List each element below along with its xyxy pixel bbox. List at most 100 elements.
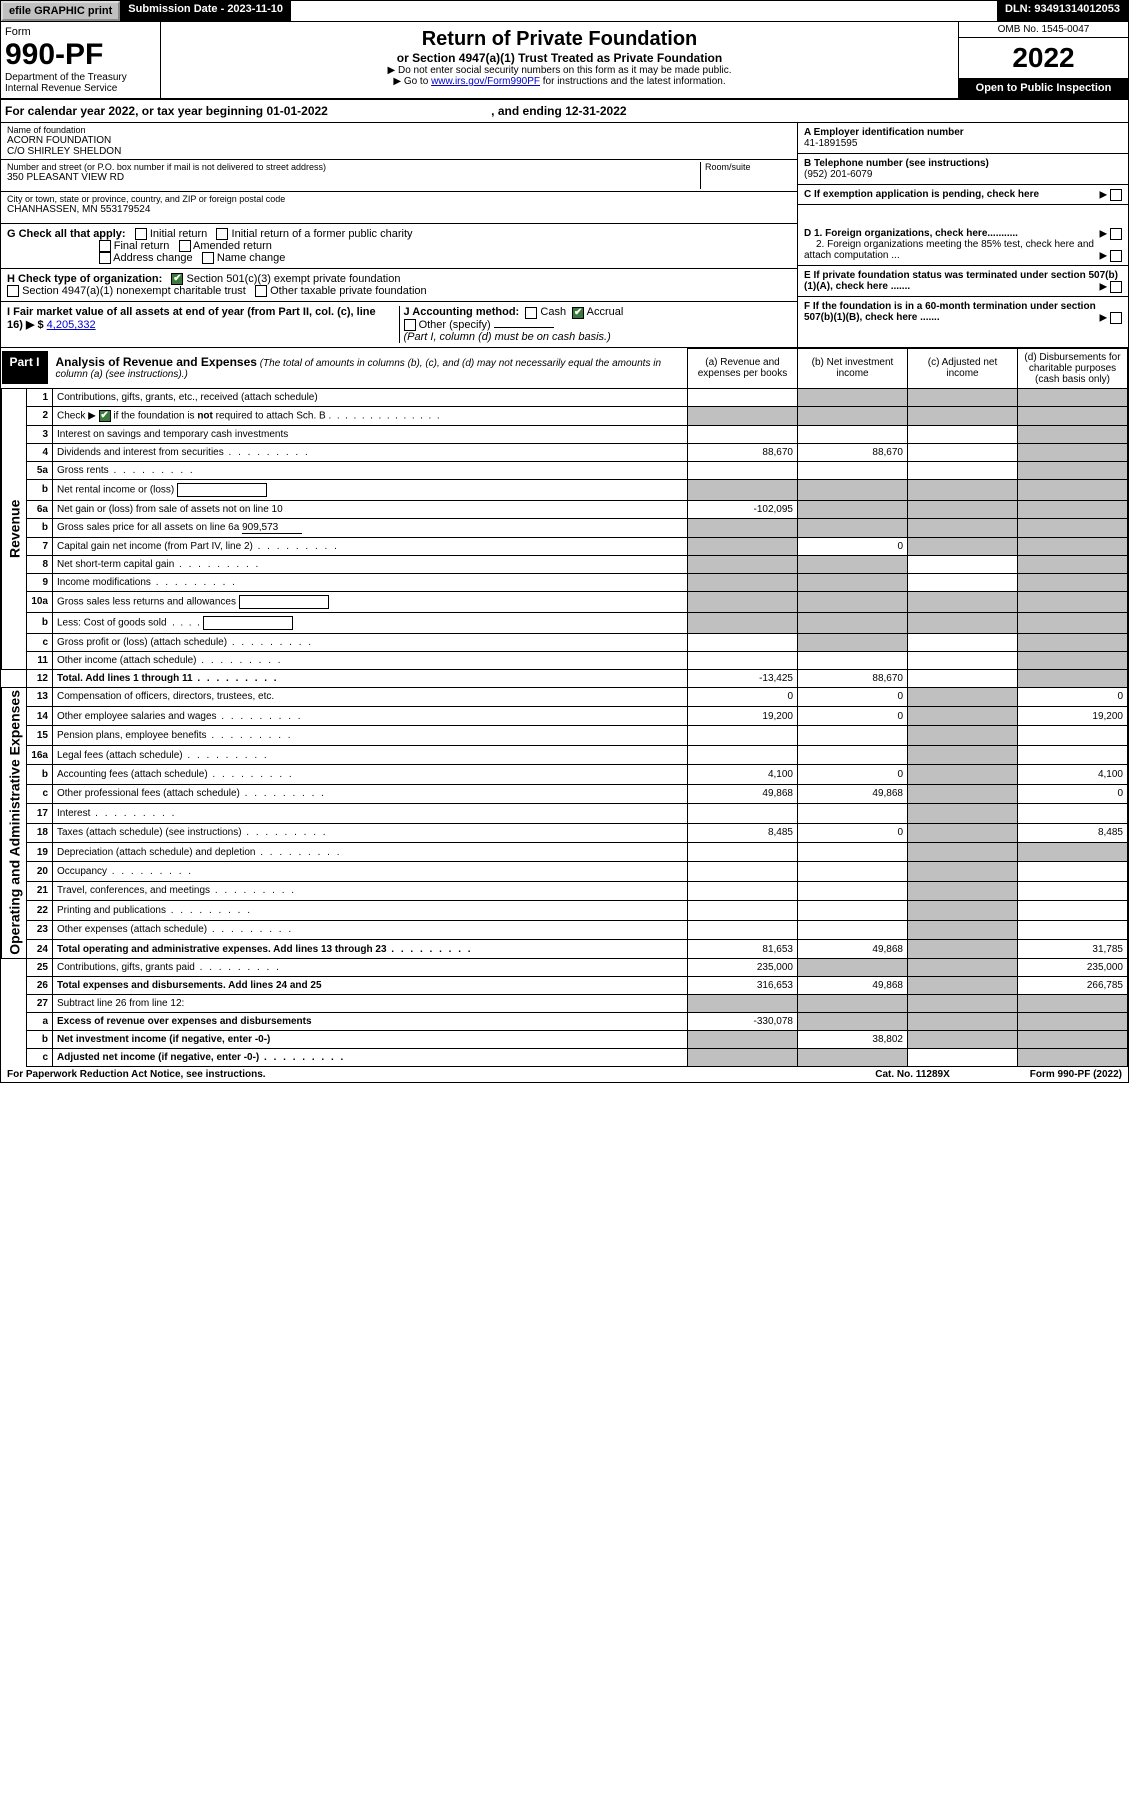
row-25: 25Contributions, gifts, grants paid235,0… <box>2 959 1128 977</box>
header-center: Return of Private Foundation or Section … <box>161 22 958 98</box>
desc-17: Interest <box>53 804 688 823</box>
g-item-1: Initial return of a former public charit… <box>232 228 413 240</box>
footer-mid: Cat. No. 11289X <box>875 1069 949 1080</box>
r16b-d: 4,100 <box>1018 765 1128 784</box>
g-label: G Check all that apply: <box>7 228 126 240</box>
foundation-name-1: ACORN FOUNDATION <box>7 135 791 146</box>
exemption-checkbox[interactable] <box>1110 189 1122 201</box>
h-row: H Check type of organization: ✔ Section … <box>1 269 797 302</box>
desc-16c: Other professional fees (attach schedule… <box>53 784 688 803</box>
efile-print-button[interactable]: efile GRAPHIC print <box>1 1 120 21</box>
instr-post: for instructions and the latest informat… <box>540 76 726 87</box>
row-8: 8Net short-term capital gain <box>2 555 1128 573</box>
calyear-end: 12-31-2022 <box>565 104 626 118</box>
initial-return-checkbox[interactable] <box>135 228 147 240</box>
e-checkbox[interactable] <box>1110 281 1122 293</box>
ln-3: 3 <box>27 425 53 443</box>
desc-16b: Accounting fees (attach schedule) <box>53 765 688 784</box>
form-link[interactable]: www.irs.gov/Form990PF <box>431 76 540 87</box>
r24-a: 81,653 <box>688 939 798 959</box>
ln-1: 1 <box>27 388 53 406</box>
ln-5b: b <box>27 479 53 500</box>
d1-checkbox[interactable] <box>1110 228 1122 240</box>
ln-20: 20 <box>27 862 53 881</box>
row-12: 12Total. Add lines 1 through 11-13,42588… <box>2 669 1128 687</box>
final-return-checkbox[interactable] <box>99 240 111 252</box>
r16b-b: 0 <box>798 765 908 784</box>
4947-checkbox[interactable] <box>7 285 19 297</box>
part1-title: Analysis of Revenue and Expenses <box>56 355 257 369</box>
r27b-b: 38,802 <box>798 1031 908 1049</box>
j-note: (Part I, column (d) must be on cash basi… <box>404 331 611 343</box>
r4-a: 88,670 <box>688 443 798 461</box>
row-10b: bLess: Cost of goods sold . . . . <box>2 612 1128 633</box>
ln-27a: a <box>27 1013 53 1031</box>
header-right: OMB No. 1545-0047 2022 Open to Public In… <box>958 22 1128 98</box>
ln-11: 11 <box>27 651 53 669</box>
initial-former-checkbox[interactable] <box>216 228 228 240</box>
address-left: Name of foundation ACORN FOUNDATION C/O … <box>1 123 798 224</box>
r18-d: 8,485 <box>1018 823 1128 842</box>
desc-9: Income modifications <box>53 573 688 591</box>
desc-19: Depreciation (attach schedule) and deple… <box>53 842 688 861</box>
amended-return-checkbox[interactable] <box>179 240 191 252</box>
g-row: G Check all that apply: Initial return I… <box>1 224 797 269</box>
r14-a: 19,200 <box>688 707 798 726</box>
j-label: J Accounting method: <box>404 306 520 318</box>
h-item-2: Section 4947(a)(1) nonexempt charitable … <box>22 285 246 297</box>
row-27c: cAdjusted net income (if negative, enter… <box>2 1049 1128 1067</box>
checks-left: G Check all that apply: Initial return I… <box>1 224 798 347</box>
address-change-checkbox[interactable] <box>99 252 111 264</box>
desc-7: Capital gain net income (from Part IV, l… <box>53 537 688 555</box>
desc-2: Check ▶ ✔ if the foundation is not requi… <box>53 406 688 425</box>
desc-5b: Net rental income or (loss) <box>53 479 688 500</box>
d2-checkbox[interactable] <box>1110 250 1122 262</box>
desc-13: Compensation of officers, directors, tru… <box>53 687 688 706</box>
ln-18: 18 <box>27 823 53 842</box>
ln-16a: 16a <box>27 745 53 764</box>
r25-d: 235,000 <box>1018 959 1128 977</box>
r18-a: 8,485 <box>688 823 798 842</box>
exemption-row: C If exemption application is pending, c… <box>798 185 1128 205</box>
desc-14: Other employee salaries and wages <box>53 707 688 726</box>
row-17: 17Interest <box>2 804 1128 823</box>
f-checkbox[interactable] <box>1110 312 1122 324</box>
other-method-checkbox[interactable] <box>404 319 416 331</box>
r18-b: 0 <box>798 823 908 842</box>
row-23: 23Other expenses (attach schedule) <box>2 920 1128 939</box>
footer-left: For Paperwork Reduction Act Notice, see … <box>7 1069 266 1080</box>
col-c-header: (c) Adjusted net income <box>908 348 1018 388</box>
r16c-d: 0 <box>1018 784 1128 803</box>
part1-table: Part I Analysis of Revenue and Expenses … <box>1 348 1128 1068</box>
r25-a: 235,000 <box>688 959 798 977</box>
f-label: F If the foundation is in a 60-month ter… <box>804 301 1096 323</box>
ln-7: 7 <box>27 537 53 555</box>
row-14: 14Other employee salaries and wages19,20… <box>2 707 1128 726</box>
row-27: 27Subtract line 26 from line 12: <box>2 995 1128 1013</box>
revenue-side-label: Revenue <box>2 388 27 669</box>
phone-value: (952) 201-6079 <box>804 169 1122 180</box>
501c3-checkbox[interactable]: ✔ <box>171 273 183 285</box>
row-1: Revenue 1Contributions, gifts, grants, e… <box>2 388 1128 406</box>
other-taxable-checkbox[interactable] <box>255 285 267 297</box>
ln-16c: c <box>27 784 53 803</box>
cash-checkbox[interactable] <box>525 307 537 319</box>
r13-a: 0 <box>688 687 798 706</box>
calyear-begin: 01-01-2022 <box>266 104 327 118</box>
row-27a: aExcess of revenue over expenses and dis… <box>2 1013 1128 1031</box>
schb-checkbox[interactable]: ✔ <box>99 410 111 422</box>
calyear-mid: , and ending <box>488 104 565 118</box>
form-subtitle: or Section 4947(a)(1) Trust Treated as P… <box>167 51 952 65</box>
accrual-checkbox[interactable]: ✔ <box>572 307 584 319</box>
name-change-checkbox[interactable] <box>202 252 214 264</box>
r4-b: 88,670 <box>798 443 908 461</box>
address-right: A Employer identification number 41-1891… <box>798 123 1128 224</box>
j-accrual: Accrual <box>587 306 624 318</box>
ln-2: 2 <box>27 406 53 425</box>
g-item-4: Address change <box>113 252 193 264</box>
d1-label: D 1. Foreign organizations, check here..… <box>804 228 1018 239</box>
i-j-row: I Fair market value of all assets at end… <box>1 302 797 346</box>
row-5b: bNet rental income or (loss) <box>2 479 1128 500</box>
city-row: City or town, state or province, country… <box>1 192 797 224</box>
r24-b: 49,868 <box>798 939 908 959</box>
